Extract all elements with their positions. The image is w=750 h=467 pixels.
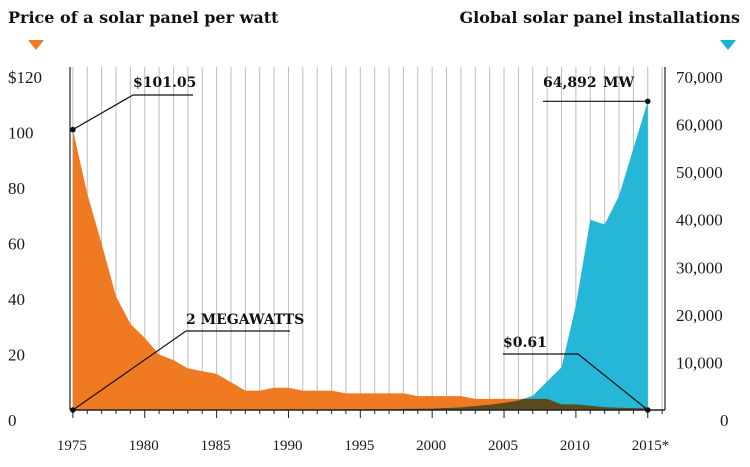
tick-labels: $120 100 80 60 40 20 0 70,000 60,000 50,000 40,000…: [8, 68, 729, 454]
install-end-unit: MW: [603, 75, 634, 91]
left-tick-label: 100: [8, 124, 34, 143]
price-end-leader: [577, 353, 649, 411]
left-tick-label: 80: [8, 179, 25, 198]
left-tick-label: 20: [8, 346, 25, 365]
right-tick-label: 50,000: [676, 163, 723, 182]
left-legend-marker: [28, 40, 44, 50]
right-tick-label: 20,000: [676, 306, 723, 325]
left-tick-label: $120: [8, 68, 42, 87]
right-tick-label: 70,000: [676, 68, 723, 87]
right-axis-title: Global solar panel installations: [459, 8, 740, 27]
x-tick-label: 2005: [488, 438, 518, 454]
x-tick-label: 2010: [560, 438, 590, 454]
right-tick-label: 60,000: [676, 116, 723, 135]
price-start-dot: [70, 126, 76, 133]
left-tick-label: 0: [8, 411, 17, 430]
install-end-label: 64,892: [543, 75, 597, 91]
left-tick-label: 60: [8, 235, 25, 254]
axes: [69, 67, 666, 418]
price-end-dot: [644, 407, 651, 413]
x-tick-label: 1975: [57, 438, 87, 454]
right-tick-label: 0: [720, 411, 729, 430]
price-start-leader: [72, 94, 134, 131]
x-tick-label: 2000: [416, 438, 446, 454]
right-tick-label: 30,000: [676, 258, 723, 277]
left-tick-label: 40: [8, 290, 25, 309]
left-axis-title: Price of a solar panel per watt: [8, 8, 279, 27]
x-tick-label: 1995: [344, 438, 374, 454]
right-tick-label: 40,000: [676, 211, 723, 230]
x-tick-label: 1990: [272, 438, 302, 454]
installations-area: [72, 101, 648, 411]
x-tick-label: 1980: [129, 438, 159, 454]
price-area: [72, 129, 648, 410]
series-areas: [72, 101, 648, 411]
install-start-label: 2 MEGAWATTS: [186, 312, 304, 328]
install-start-leader: [72, 330, 187, 411]
price-start-label: $101.05: [133, 75, 196, 91]
right-tick-label: 10,000: [676, 353, 723, 372]
install-start-dot: [70, 407, 76, 413]
right-legend-marker: [720, 40, 736, 50]
install-end-dot: [644, 98, 651, 105]
x-tick-label: 1985: [201, 438, 231, 454]
x-tick-label: 2015*: [632, 438, 670, 454]
annotations: $101.05 64,892 MW 2 MEGAWATTS $0.61: [70, 75, 651, 413]
price-end-label: $0.61: [503, 335, 547, 351]
